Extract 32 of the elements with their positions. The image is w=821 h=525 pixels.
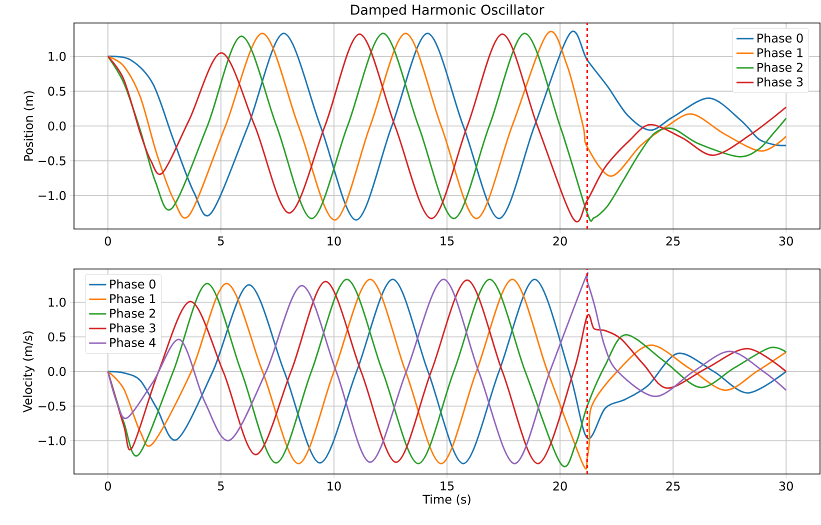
legend-label: Phase 0: [758, 33, 803, 43]
y-tick-label: −1.0: [38, 191, 66, 200]
x-tick-label: 30: [779, 482, 793, 491]
y-tick-label: −0.5: [38, 402, 66, 411]
x-tick-label: 20: [553, 482, 567, 491]
x-tick-label: 0: [104, 482, 111, 491]
y-axis-title: Position (m): [24, 91, 34, 161]
legend-label: Phase 2: [758, 62, 802, 72]
x-tick-label: 10: [328, 482, 341, 491]
legend-label: Phase 3: [758, 77, 803, 86]
x-tick-label: 15: [440, 482, 454, 490]
x-tick-label: 15: [440, 236, 454, 246]
y-tick-label: 1.0: [48, 52, 66, 61]
x-tick-label: 30: [779, 236, 793, 246]
x-tick-label: 25: [666, 482, 680, 491]
x-tick-label: 20: [553, 236, 567, 246]
y-tick-label: 0.5: [48, 332, 66, 342]
x-tick-label: 5: [218, 236, 224, 246]
x-tick-label: 5: [218, 482, 224, 490]
y-tick-label: 0.0: [48, 366, 66, 376]
x-tick-label: 10: [328, 236, 341, 246]
chart-title: Damped Harmonic Oscillator: [351, 4, 544, 18]
y-tick-label: 1.0: [48, 298, 66, 307]
legend-label: Phase 1: [758, 48, 802, 58]
x-axis-title: Time (s): [422, 494, 470, 506]
x-tick-label: 25: [666, 236, 680, 246]
y-tick-label: −1.0: [38, 436, 66, 446]
y-tick-label: 0.0: [48, 121, 66, 131]
y-tick-label: −0.5: [38, 156, 66, 166]
y-tick-label: 0.5: [48, 86, 66, 96]
y-axis-title: Velocity (m/s): [22, 331, 34, 413]
x-tick-label: 0: [104, 236, 111, 246]
